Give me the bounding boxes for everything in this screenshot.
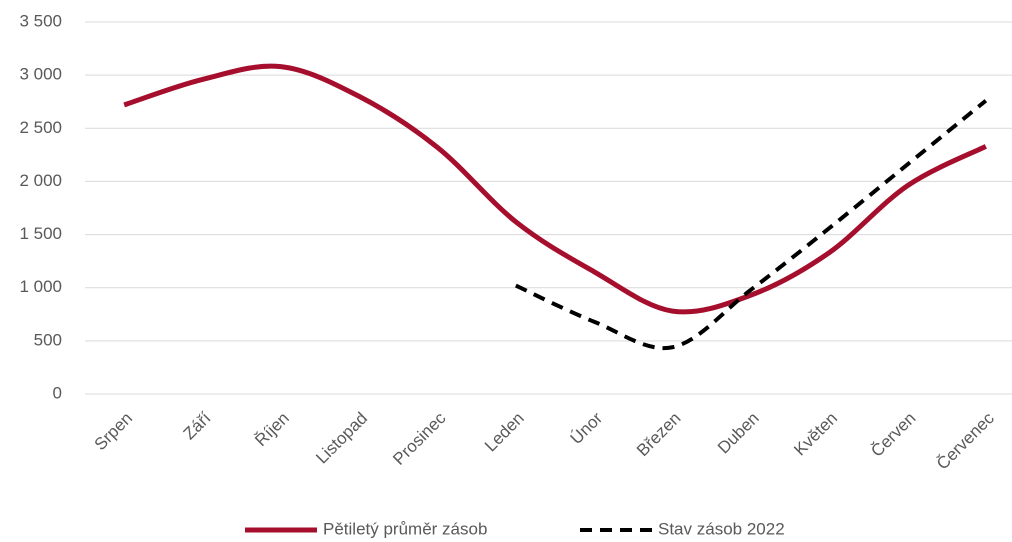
y-tick-label: 2 000 [19,171,62,190]
y-tick-label: 1 500 [19,224,62,243]
x-tick-label: Červen [867,409,919,461]
x-tick-label: Duben [714,409,763,458]
x-tick-label: Říjen [251,409,292,450]
x-tick-label: Květen [790,409,841,460]
y-tick-label: 2 500 [19,118,62,137]
x-tick-label: Červenec [933,408,998,473]
y-tick-label: 1 000 [19,277,62,296]
y-tick-label: 3 000 [19,65,62,84]
x-tick-label: Únor [567,408,607,448]
line [123,63,987,315]
x-tick-label: Srpen [91,409,137,455]
line [514,99,988,351]
x-tick-label: Listopad [312,409,371,468]
x-tick-label: Leden [481,409,528,456]
legend-label: Stav zásob 2022 [658,519,785,538]
y-tick-label: 500 [34,330,62,349]
y-tick-label: 3 500 [19,11,62,30]
y-tick-label: 0 [53,383,62,402]
x-tick-label: Březen [633,409,685,461]
x-tick-label: Září [180,408,215,443]
x-tick-label: Prosinec [389,408,450,469]
legend-label: Pětiletý průměr zásob [323,519,487,538]
